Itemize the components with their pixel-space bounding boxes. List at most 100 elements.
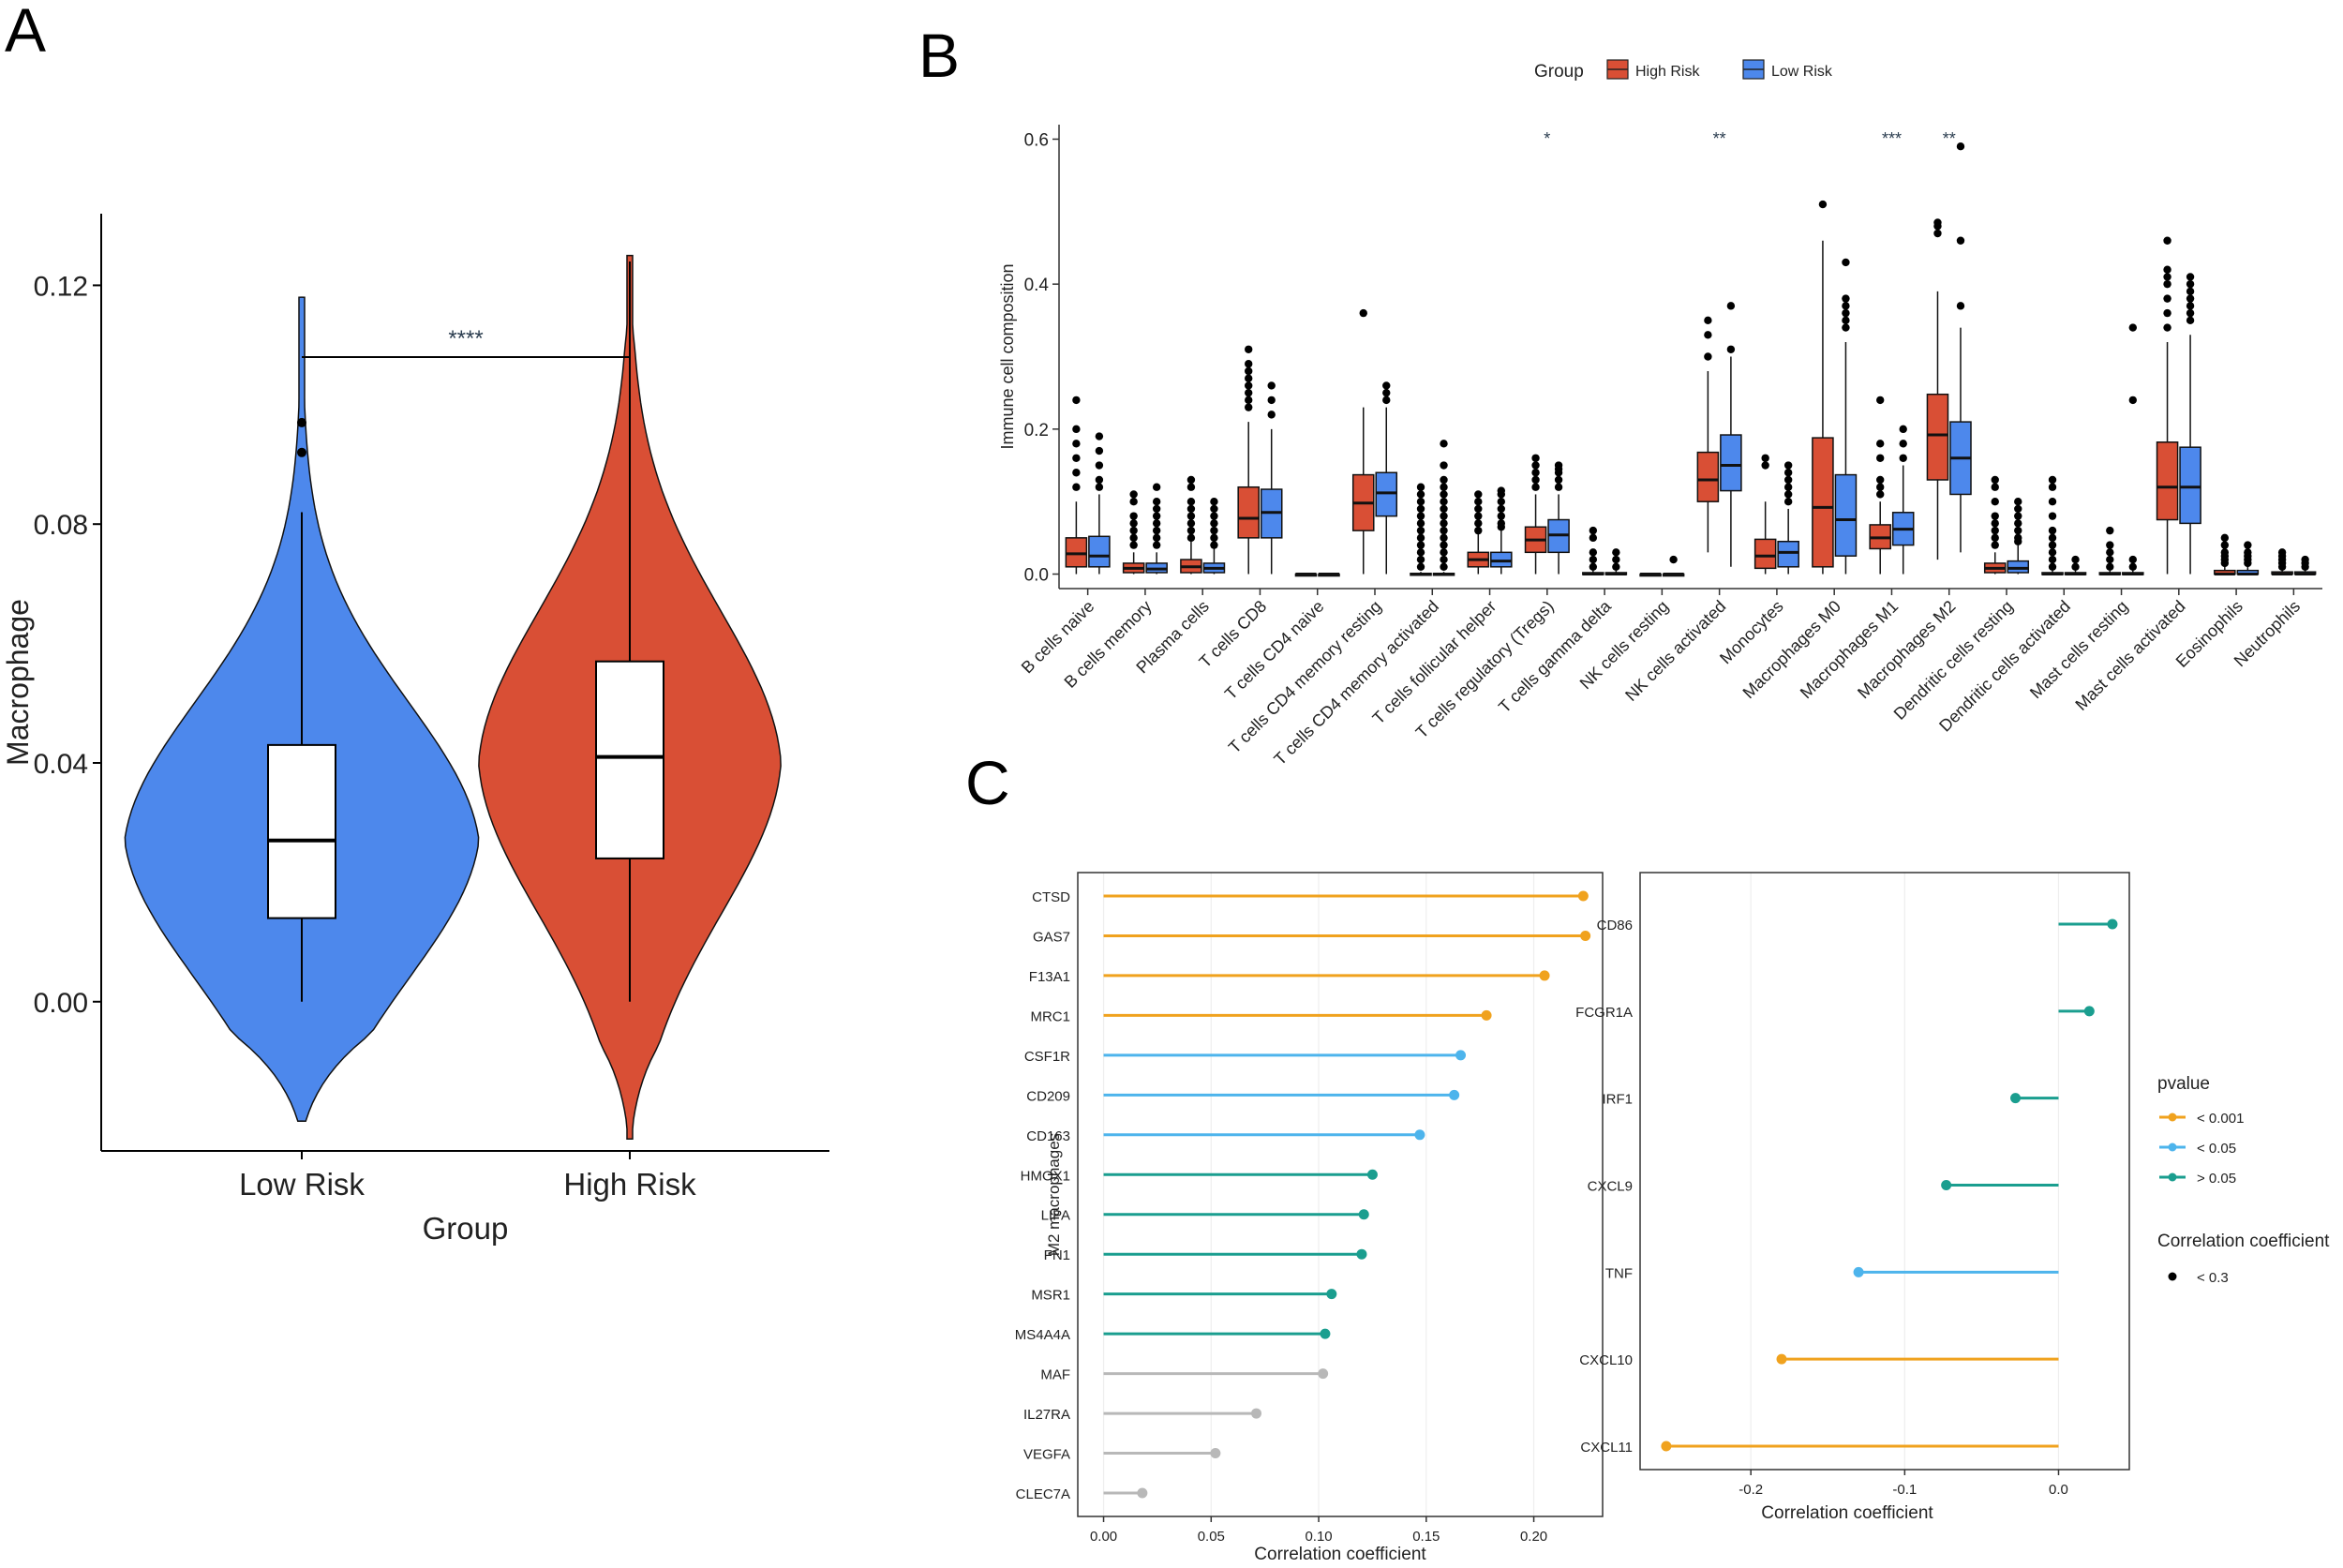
b-outlier — [1842, 316, 1850, 325]
cr-y-tick-label: IRF1 — [1602, 1092, 1633, 1108]
b-outlier — [2163, 265, 2171, 274]
chart-a-violin: 0.00 0.04 0.08 0.12 Macrophage Group Low Risk H… — [1, 214, 829, 1246]
b-outlier — [2220, 541, 2230, 549]
b-outlier — [1991, 483, 1999, 491]
panel-letter-b: B — [918, 21, 960, 90]
b-x-tick-label: Mast cells activated — [2071, 597, 2188, 714]
cr-y-tick-label: FCGR1A — [1575, 1005, 1633, 1021]
b-outlier — [1440, 475, 1448, 485]
b-outlier — [1129, 497, 1138, 506]
b-outlier — [1095, 483, 1104, 491]
b-outlier — [1876, 396, 1885, 405]
b-legend-label-1: Low Risk — [1771, 64, 1833, 80]
b-outlier — [1440, 512, 1448, 520]
b-outlier — [2014, 533, 2022, 543]
b-outlier — [1956, 236, 1965, 245]
cl-point — [1577, 890, 1589, 902]
b-sig-label: *** — [1882, 129, 1902, 148]
b-box — [1777, 540, 1799, 568]
b-outlier — [1991, 512, 1999, 520]
b-outlier — [1210, 533, 1218, 543]
c-legend-pvalue-title: pvalue — [2157, 1074, 2210, 1094]
b-outlier — [1474, 526, 1483, 535]
b-sig-label: ** — [1943, 129, 1956, 148]
b-outlier — [1072, 469, 1081, 477]
b-box — [1696, 451, 1720, 502]
b-outlier — [1072, 454, 1081, 462]
b-outlier — [1497, 512, 1506, 520]
cl-y-tick-label: LIPA — [1041, 1208, 1070, 1224]
b-outlier — [1416, 526, 1425, 535]
b-outlier — [1440, 548, 1448, 557]
chart-c-left-lollipop: CTSD GAS7 F13A1 MRC1 CSF1R CD209 CD163 HMOX1 LIP… — [1015, 872, 1604, 1564]
b-outlier — [2186, 279, 2195, 289]
b-outlier — [1554, 461, 1563, 470]
b-outlier — [1440, 497, 1448, 506]
cr-x-tick-label: 0.0 — [2049, 1482, 2068, 1498]
cl-y-tick-label: MRC1 — [1030, 1008, 1070, 1024]
b-outlier — [2220, 548, 2230, 557]
b-outlier — [1440, 461, 1448, 470]
b-outlier — [1245, 366, 1253, 376]
b-outlier — [1095, 461, 1104, 470]
b-box — [2007, 560, 2030, 574]
cl-y-tick-label: F13A1 — [1029, 969, 1070, 985]
b-outlier — [2048, 533, 2057, 543]
b-outlier — [2163, 279, 2171, 289]
cl-point — [1539, 970, 1550, 981]
b-outlier — [1440, 440, 1448, 448]
a-x-tick-label: High Risk — [563, 1167, 696, 1202]
b-x-tick-label: Macrophages M2 — [1854, 597, 1959, 702]
c-legend-pvalue-label: < 0.05 — [2197, 1141, 2236, 1157]
cl-panel-border — [1077, 872, 1604, 1517]
cl-point — [1455, 1050, 1467, 1061]
b-outlier — [1531, 475, 1540, 485]
a-sig-label: **** — [448, 326, 483, 351]
b-outlier — [1186, 483, 1196, 491]
b-outlier — [1497, 504, 1506, 514]
cl-y-axis-title: M2 macrophages — [1045, 1133, 1063, 1256]
b-y-tick-label: 0.6 — [1024, 130, 1049, 150]
b-outlier — [1129, 533, 1138, 543]
b-outlier — [1761, 454, 1769, 462]
b-outlier — [1245, 374, 1253, 382]
b-outlier — [1842, 294, 1850, 303]
b-outlier — [1876, 490, 1885, 499]
b-outlier — [1186, 475, 1196, 485]
b-outlier — [2163, 308, 2171, 318]
b-outlier — [1245, 381, 1253, 390]
b-outlier — [1440, 533, 1448, 543]
b-outlier — [1497, 497, 1506, 506]
b-outlier — [1072, 483, 1081, 491]
b-box — [2179, 446, 2201, 525]
b-outlier — [2277, 548, 2287, 557]
c-legend-pvalue-dot — [2168, 1142, 2177, 1152]
b-outlier — [1186, 512, 1196, 520]
b-box — [1720, 434, 1742, 492]
b-y-tick-label: 0.4 — [1024, 276, 1050, 295]
a-outlier — [297, 417, 306, 427]
b-outlier — [1531, 454, 1540, 462]
b-outlier — [1991, 475, 1999, 485]
c-legend-corr-label: < 0.3 — [2197, 1270, 2229, 1286]
b-outlier — [1416, 483, 1425, 491]
a-box-0 — [267, 743, 336, 919]
b-outlier — [1416, 533, 1425, 543]
b-outlier — [2048, 475, 2057, 485]
b-outlier — [1416, 555, 1425, 564]
b-outlier — [2186, 308, 2195, 318]
b-outlier — [2186, 294, 2195, 303]
cl-point — [1137, 1487, 1148, 1499]
b-outlier — [2301, 555, 2309, 564]
b-outlier — [1152, 526, 1161, 535]
b-outlier — [1726, 345, 1736, 353]
b-outlier — [1440, 541, 1448, 549]
cr-point — [2083, 1006, 2095, 1017]
cr-point — [2107, 918, 2118, 930]
b-outlier — [2163, 236, 2171, 245]
b-box — [1926, 393, 1949, 481]
cl-point — [1318, 1368, 1329, 1380]
cr-y-tick-label: CXCL11 — [1580, 1440, 1633, 1456]
b-outlier — [2014, 504, 2022, 514]
